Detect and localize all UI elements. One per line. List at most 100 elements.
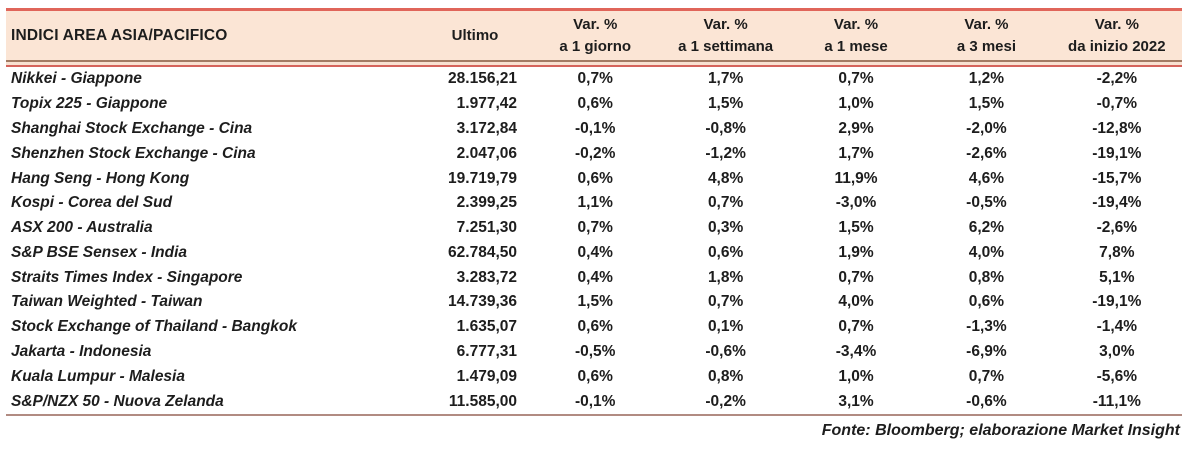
table-top-rule bbox=[6, 8, 1182, 11]
var-ytd: -2,2% bbox=[1096, 70, 1138, 88]
header-var-ytd-line1: Var. % bbox=[1094, 15, 1139, 33]
var-3m: -0,5% bbox=[966, 194, 1007, 212]
index-last-value: 11.585,00 bbox=[448, 392, 517, 410]
table-row: Nikkei - Giappone 28.156,21 0,7% 1,7% 0,… bbox=[6, 67, 1182, 92]
var-1d: 0,6% bbox=[577, 169, 613, 187]
var-1d: 0,7% bbox=[577, 70, 613, 88]
var-3m: 0,7% bbox=[968, 367, 1005, 385]
var-1w: 0,8% bbox=[707, 367, 744, 385]
var-ytd: -11,1% bbox=[1092, 392, 1141, 410]
source-note: Fonte: Bloomberg; elaborazione Market In… bbox=[821, 422, 1180, 439]
index-name: Topix 225 - Giappone bbox=[11, 95, 168, 113]
index-last-value: 2.047,06 bbox=[456, 144, 517, 162]
var-1m: 2,9% bbox=[838, 119, 874, 137]
table-row: Shanghai Stock Exchange - Cina 3.172,84 … bbox=[6, 117, 1182, 142]
table-body: Nikkei - Giappone 28.156,21 0,7% 1,7% 0,… bbox=[6, 67, 1182, 414]
header-var-1w-line1: Var. % bbox=[703, 15, 748, 33]
header-var-1d: Var. % a 1 giorno bbox=[530, 11, 660, 60]
var-1d: 0,6% bbox=[577, 318, 613, 336]
index-name: Nikkei - Giappone bbox=[11, 70, 142, 88]
header-bottom-rule-gap bbox=[6, 62, 1182, 65]
var-3m: -1,3% bbox=[966, 318, 1007, 336]
header-var-ytd-line2: da inizio 2022 bbox=[1068, 37, 1166, 55]
index-name: Shanghai Stock Exchange - Cina bbox=[11, 119, 253, 137]
var-3m: -2,6% bbox=[966, 144, 1007, 162]
header-var-1m-line2: a 1 mese bbox=[824, 37, 888, 55]
var-ytd: -15,7% bbox=[1092, 169, 1142, 187]
header-var-1d-line1: Var. % bbox=[573, 15, 618, 33]
header-var-3m: Var. % a 3 mesi bbox=[921, 11, 1051, 60]
var-1m: 11,9% bbox=[834, 169, 878, 187]
var-1m: 1,9% bbox=[838, 243, 874, 261]
var-1w: -0,6% bbox=[705, 342, 746, 360]
var-1d: 0,4% bbox=[577, 243, 613, 261]
header-var-1m: Var. % a 1 mese bbox=[791, 11, 921, 60]
table-row: Kuala Lumpur - Malesia 1.479,09 0,6% 0,8… bbox=[6, 364, 1182, 389]
table-row: Jakarta - Indonesia 6.777,31 -0,5% -0,6%… bbox=[6, 340, 1182, 365]
index-last-value: 1.479,09 bbox=[456, 367, 517, 385]
var-1d: 0,4% bbox=[577, 268, 613, 286]
var-1d: -0,2% bbox=[574, 144, 616, 162]
index-last-value: 28.156,21 bbox=[448, 70, 517, 88]
var-1m: 1,0% bbox=[838, 95, 874, 113]
var-3m: -2,0% bbox=[966, 119, 1007, 137]
var-1d: 0,6% bbox=[577, 367, 613, 385]
var-1w: 0,7% bbox=[707, 194, 744, 212]
var-1m: 0,7% bbox=[838, 318, 874, 336]
var-1w: 4,8% bbox=[707, 169, 744, 187]
table-row: S&P BSE Sensex - India 62.784,50 0,4% 0,… bbox=[6, 240, 1182, 265]
var-1m: 1,5% bbox=[838, 219, 874, 237]
var-1w: -1,2% bbox=[705, 144, 746, 162]
var-ytd: -2,6% bbox=[1096, 219, 1138, 237]
var-3m: 0,8% bbox=[968, 268, 1005, 286]
var-1w: 0,7% bbox=[707, 293, 744, 311]
index-name: ASX 200 - Australia bbox=[11, 219, 153, 237]
var-ytd: 7,8% bbox=[1099, 243, 1135, 261]
var-ytd: -5,6% bbox=[1096, 367, 1138, 385]
var-1m: -3,4% bbox=[835, 342, 877, 360]
header-var-ytd: Var. % da inizio 2022 bbox=[1052, 11, 1182, 60]
table-row: Kospi - Corea del Sud 2.399,25 1,1% 0,7%… bbox=[6, 191, 1182, 216]
table-row: Straits Times Index - Singapore 3.283,72… bbox=[6, 265, 1182, 290]
table-row: Shenzhen Stock Exchange - Cina 2.047,06 … bbox=[6, 141, 1182, 166]
index-name: Shenzhen Stock Exchange - Cina bbox=[11, 144, 256, 162]
var-1d: 1,5% bbox=[577, 293, 613, 311]
index-last-value: 6.777,31 bbox=[456, 342, 517, 360]
index-last-value: 19.719,79 bbox=[448, 169, 517, 187]
var-1m: 3,1% bbox=[838, 392, 874, 410]
var-3m: 1,2% bbox=[968, 70, 1005, 88]
var-ytd: 5,1% bbox=[1099, 268, 1135, 286]
var-1w: 0,1% bbox=[707, 318, 744, 336]
index-last-value: 7.251,30 bbox=[456, 219, 517, 237]
table-header: INDICI AREA ASIA/PACIFICO Ultimo Var. % … bbox=[6, 11, 1182, 60]
header-var-1d-line2: a 1 giorno bbox=[559, 37, 632, 55]
var-3m: 4,6% bbox=[968, 169, 1005, 187]
var-1w: -0,8% bbox=[705, 119, 746, 137]
index-name: Hang Seng - Hong Kong bbox=[11, 169, 190, 187]
index-last-value: 62.784,50 bbox=[448, 243, 517, 261]
table-bottom-rule bbox=[6, 414, 1182, 416]
var-1d: -0,1% bbox=[574, 119, 616, 137]
header-bottom-rule-brown bbox=[6, 60, 1182, 62]
var-1m: 1,0% bbox=[838, 367, 874, 385]
header-bottom-rule-red bbox=[6, 65, 1182, 67]
var-3m: 6,2% bbox=[968, 219, 1005, 237]
var-3m: 0,6% bbox=[968, 293, 1005, 311]
header-var-3m-line2: a 3 mesi bbox=[956, 37, 1017, 55]
var-1m: 0,7% bbox=[838, 268, 874, 286]
var-1d: 1,1% bbox=[577, 194, 613, 212]
index-last-value: 3.283,72 bbox=[456, 268, 517, 286]
index-name: Straits Times Index - Singapore bbox=[11, 268, 243, 286]
index-last-value: 14.739,36 bbox=[448, 293, 517, 311]
header-var-1w: Var. % a 1 settimana bbox=[660, 11, 790, 60]
var-1w: 1,5% bbox=[707, 95, 744, 113]
header-var-1m-line1: Var. % bbox=[833, 15, 879, 33]
index-name: Jakarta - Indonesia bbox=[11, 342, 152, 360]
var-ytd: -19,1% bbox=[1092, 293, 1142, 311]
var-3m: -6,9% bbox=[966, 342, 1007, 360]
index-name: Stock Exchange of Thailand - Bangkok bbox=[11, 318, 297, 336]
header-title: INDICI AREA ASIA/PACIFICO bbox=[11, 26, 228, 44]
var-1m: 1,7% bbox=[838, 144, 874, 162]
var-3m: 1,5% bbox=[968, 95, 1005, 113]
var-1w: 1,8% bbox=[707, 268, 744, 286]
